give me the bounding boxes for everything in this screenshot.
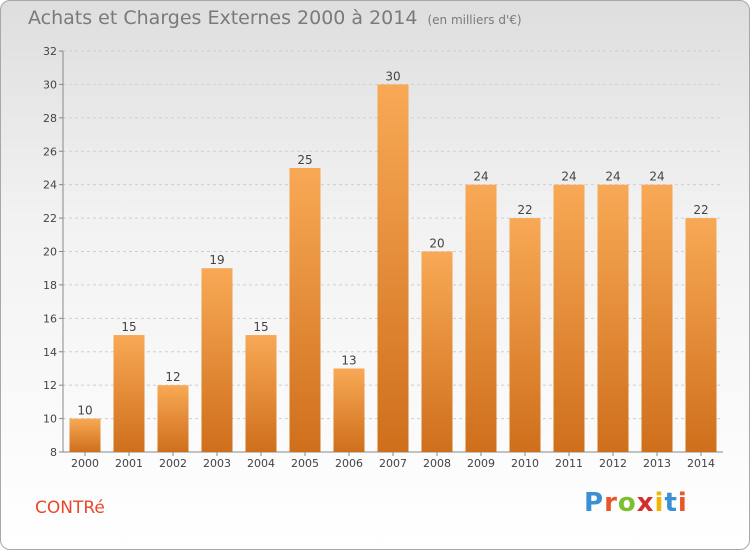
bar bbox=[641, 184, 673, 452]
x-tick-label: 2001 bbox=[115, 457, 143, 470]
logo-letter: i bbox=[654, 488, 665, 518]
bar bbox=[553, 184, 585, 452]
y-tick-label: 16 bbox=[43, 312, 57, 325]
bar bbox=[245, 335, 277, 452]
bar bbox=[333, 368, 365, 452]
y-tick-label: 20 bbox=[43, 246, 57, 259]
bar bbox=[377, 84, 409, 453]
bar bbox=[597, 184, 629, 452]
y-tick-label: 18 bbox=[43, 279, 57, 292]
x-tick-label: 2007 bbox=[379, 457, 407, 470]
y-tick-label: 8 bbox=[50, 446, 57, 459]
x-tick-label: 2004 bbox=[247, 457, 275, 470]
x-tick-label: 2008 bbox=[423, 457, 451, 470]
bar bbox=[509, 218, 541, 452]
y-tick-label: 26 bbox=[43, 145, 57, 158]
data-label: 24 bbox=[561, 170, 576, 184]
data-label: 22 bbox=[693, 203, 708, 217]
x-tick-label: 2005 bbox=[291, 457, 319, 470]
bar bbox=[201, 268, 233, 452]
data-label: 30 bbox=[385, 69, 400, 83]
title-text: Achats et Charges Externes 2000 à 2014 bbox=[28, 7, 418, 29]
y-tick-label: 32 bbox=[43, 45, 57, 58]
logo-letter: x bbox=[636, 488, 655, 518]
bars bbox=[69, 84, 717, 453]
y-tick-label: 22 bbox=[43, 212, 57, 225]
bar bbox=[685, 218, 717, 452]
y-tick-label: 12 bbox=[43, 379, 57, 392]
x-tick-label: 2013 bbox=[643, 457, 671, 470]
y-tick-label: 10 bbox=[43, 413, 57, 426]
x-tick-label: 2012 bbox=[599, 457, 627, 470]
data-label: 15 bbox=[253, 320, 268, 334]
data-label: 24 bbox=[649, 170, 664, 184]
logo-letter: r bbox=[604, 488, 618, 518]
x-tick-label: 2002 bbox=[159, 457, 187, 470]
bar bbox=[289, 167, 321, 453]
y-tick-label: 14 bbox=[43, 346, 57, 359]
data-label: 25 bbox=[297, 153, 312, 167]
bar bbox=[465, 184, 497, 452]
x-tick-label: 2009 bbox=[467, 457, 495, 470]
x-tick-label: 2014 bbox=[687, 457, 715, 470]
y-tick-label: 28 bbox=[43, 112, 57, 125]
data-label: 20 bbox=[429, 237, 444, 251]
chart-title: Achats et Charges Externes 2000 à 2014 (e… bbox=[28, 7, 522, 29]
data-label: 24 bbox=[605, 170, 620, 184]
title-unit: (en milliers d'€) bbox=[427, 13, 522, 27]
bar bbox=[69, 418, 101, 452]
data-label: 13 bbox=[341, 353, 356, 367]
data-label: 19 bbox=[209, 253, 224, 267]
x-tick-label: 2010 bbox=[511, 457, 539, 470]
logo-letter: i bbox=[677, 488, 688, 518]
x-tick-label: 2006 bbox=[335, 457, 363, 470]
data-label: 22 bbox=[517, 203, 532, 217]
data-label: 12 bbox=[165, 370, 180, 384]
y-tick-label: 30 bbox=[43, 78, 57, 91]
commune-name: CONTRé bbox=[35, 498, 105, 518]
data-label: 24 bbox=[473, 170, 488, 184]
data-label: 15 bbox=[121, 320, 136, 334]
logo-letter: o bbox=[617, 488, 637, 518]
labels: 8 10 12 14 16 18 20 22 24 26 28 30 32 10 2000 15 2001 12 2… bbox=[43, 45, 715, 470]
bar bbox=[113, 335, 145, 452]
bar bbox=[157, 385, 189, 452]
y-tick-label: 24 bbox=[43, 179, 57, 192]
logo-letter: P bbox=[584, 488, 605, 518]
x-tick-label: 2011 bbox=[555, 457, 583, 470]
x-tick-label: 2000 bbox=[71, 457, 99, 470]
x-tick-label: 2003 bbox=[203, 457, 231, 470]
data-label: 10 bbox=[77, 404, 92, 418]
proxiti-logo[interactable]: Proxiti bbox=[584, 488, 688, 518]
bar bbox=[421, 251, 453, 452]
logo-letter: t bbox=[664, 488, 678, 518]
